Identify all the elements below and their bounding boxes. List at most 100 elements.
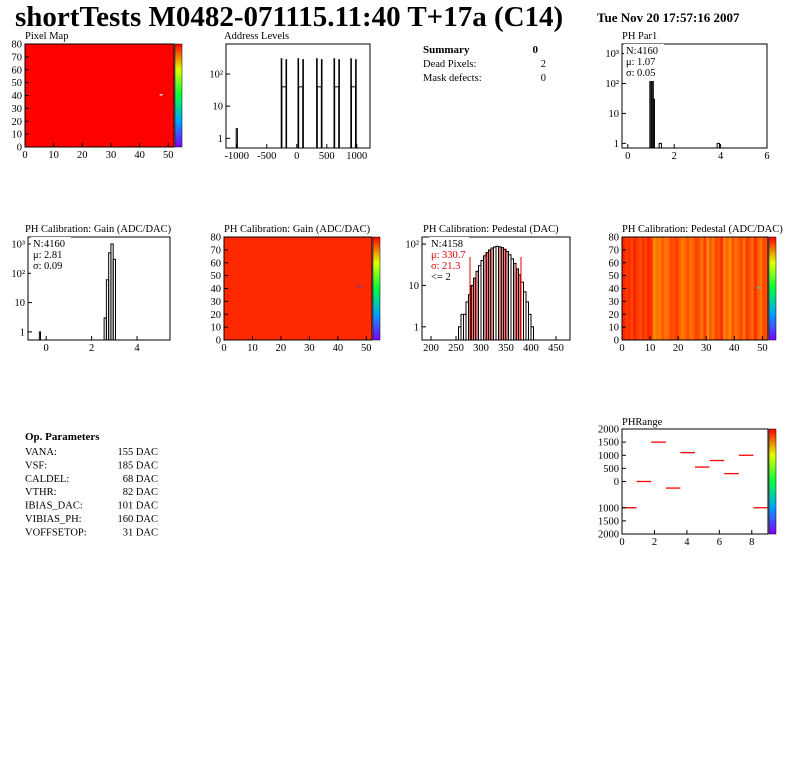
y-tick-label: 10	[213, 102, 224, 113]
stats-value: 4160	[637, 46, 658, 57]
stats-value: 2.81	[44, 250, 62, 261]
y-tick-label: 0	[17, 143, 22, 154]
x-tick-label: 0	[221, 343, 226, 354]
heatmap-column	[703, 237, 707, 340]
y-tick-label: 80	[12, 40, 23, 51]
y-tick-label: 1	[218, 134, 223, 145]
stats-value: 1.07	[637, 57, 655, 68]
param-value: 155 DAC	[117, 447, 158, 458]
y-tick-label: 50	[12, 78, 23, 89]
y-tick-label: 10²	[11, 269, 25, 280]
y-tick-label: 1	[614, 139, 619, 150]
param-value: 82 DAC	[123, 487, 158, 498]
heatmap-column	[759, 237, 763, 340]
histogram-bar	[302, 59, 304, 149]
date: Tue Nov 20 17:57:16 2007	[597, 10, 740, 25]
color-bar	[372, 236, 381, 341]
x-tick-label: -500	[257, 151, 276, 162]
x-tick-label: 350	[498, 343, 514, 354]
heatmap-column	[700, 237, 704, 340]
y-tick-label: 70	[12, 52, 23, 63]
y-tick-label: 20	[609, 310, 620, 321]
heatmap-column	[692, 237, 696, 340]
x-tick-label: 400	[523, 343, 539, 354]
param-name: IBIAS_DAC:	[25, 501, 83, 512]
heatmap-cell	[159, 94, 163, 96]
heatmap-fill	[25, 44, 174, 147]
stats-value: 4158	[442, 239, 463, 250]
x-tick-label: 2	[89, 343, 94, 354]
y-tick-label: 10	[211, 323, 222, 334]
x-tick-label: 10	[48, 150, 59, 161]
x-tick-label: 6	[764, 151, 769, 162]
x-tick-label: 0	[625, 151, 630, 162]
heatmap-column	[680, 237, 685, 340]
heatmap-column	[666, 237, 671, 340]
heatmap-column	[751, 237, 755, 340]
stats-box	[31, 237, 71, 274]
stats-label: μ:	[431, 250, 440, 261]
panel-title: PH Calibration: Gain (ADC/DAC)	[224, 224, 371, 235]
y-tick-label: 10	[609, 109, 620, 120]
y-tick-label: 10	[409, 281, 420, 292]
x-tick-label: 50	[361, 343, 372, 354]
y-tick-label: 10³	[11, 239, 25, 250]
x-tick-label: 40	[729, 343, 740, 354]
x-tick-label: 0	[294, 151, 299, 162]
param-name: CALDEL:	[25, 474, 69, 485]
histogram-bar	[285, 59, 288, 149]
y-tick-label: 30	[12, 104, 23, 115]
heatmap-column	[737, 237, 741, 340]
param-name: VSF:	[25, 460, 47, 471]
page-title: shortTests M0482-071115.11:40 T+17a (C14…	[15, 1, 563, 33]
x-tick-label: 30	[304, 343, 315, 354]
heatmap-column	[630, 237, 634, 340]
y-tick-label: 1500	[598, 438, 619, 449]
y-tick-label: 70	[609, 245, 620, 256]
heatmap-column	[633, 237, 637, 340]
heatmap-column	[709, 237, 713, 340]
y-tick-label: 10	[15, 298, 26, 309]
heatmap-column	[672, 237, 676, 340]
heatmap-column	[652, 237, 656, 340]
y-tick-label: 10	[12, 130, 23, 141]
heatmap-column	[627, 237, 631, 340]
heatmap-column	[742, 237, 746, 340]
heatmap-column	[762, 237, 766, 340]
heatmap-column	[647, 237, 651, 340]
panel-title: Pixel Map	[25, 31, 68, 42]
x-tick-label: 0	[22, 150, 27, 161]
summary-value: 2	[541, 59, 546, 70]
histogram-bar	[320, 59, 323, 149]
panel-title: PH Calibration: Pedestal (DAC)	[423, 224, 559, 235]
params-title: Op. Parameters	[25, 431, 100, 443]
y-tick-label: 60	[211, 258, 222, 269]
y-tick-label: 60	[12, 65, 23, 76]
y-tick-label: 30	[211, 297, 222, 308]
heatmap-column	[731, 237, 735, 340]
y-tick-label: 0	[614, 477, 619, 488]
param-name: VTHR:	[25, 487, 57, 498]
stats-label: N:	[431, 239, 442, 250]
stats-value: 21.3	[442, 261, 460, 272]
y-tick-label: 0	[216, 336, 221, 347]
frame	[27, 236, 171, 341]
heatmap-column	[695, 237, 699, 340]
stats-value: 4160	[44, 239, 65, 250]
heatmap-column	[641, 237, 645, 340]
heatmap-column	[720, 237, 724, 340]
panel-title: PH Par1	[622, 31, 657, 42]
stats-value: 0.09	[44, 261, 62, 272]
x-tick-label: 1000	[346, 151, 367, 162]
params-table: VANA: 155 DAC VSF: 185 DAC CALDEL: 68 DAC VTHR…	[25, 447, 158, 538]
stats-note: <= 2	[431, 272, 451, 283]
param-value: 68 DAC	[123, 474, 158, 485]
x-tick-label: 0	[619, 537, 624, 548]
color-bar	[174, 43, 183, 148]
x-tick-label: 300	[473, 343, 489, 354]
param-name: VANA:	[25, 447, 57, 458]
heatmap-column	[748, 237, 752, 340]
param-name: VOFFSETOP:	[25, 527, 87, 538]
x-tick-label: 4	[684, 537, 690, 548]
